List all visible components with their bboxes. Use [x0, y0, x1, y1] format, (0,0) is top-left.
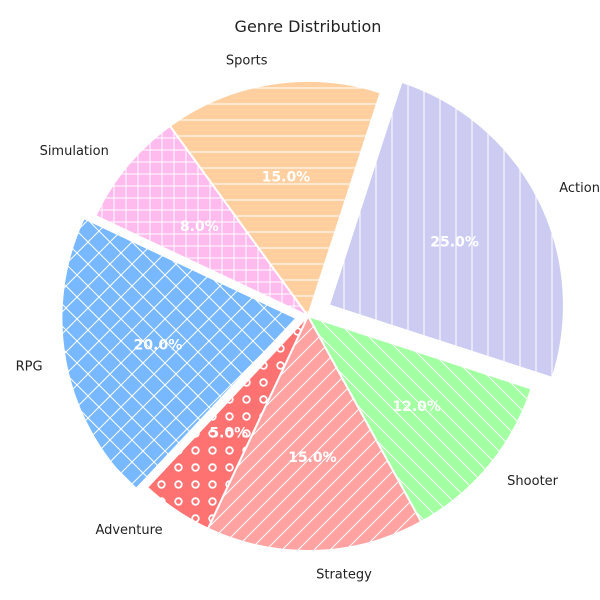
pct-label-strategy: 15.0% — [288, 450, 337, 466]
slices-layer — [60, 80, 565, 552]
slice-label-action: Action — [559, 181, 600, 196]
slice-label-shooter: Shooter — [507, 474, 558, 489]
slice-label-sports: Sports — [226, 54, 268, 69]
slice-label-rpg: RPG — [16, 360, 43, 375]
pct-label-action: 25.0% — [430, 234, 479, 250]
pie-slice-sports — [168, 80, 382, 319]
pie-slice-simulation — [94, 124, 309, 317]
pie-slice-rpg — [60, 216, 299, 491]
labels-layer: Action 25.0% Shooter 12.0% Strategy 15.0% Adve… — [16, 54, 600, 583]
slice-label-strategy: Strategy — [316, 567, 372, 582]
pct-label-shooter: 12.0% — [392, 399, 441, 415]
pie-slice-strategy — [206, 313, 423, 552]
pie-slice-adventure — [145, 315, 309, 530]
pct-label-adventure: 5.0% — [209, 426, 248, 442]
slice-label-simulation: Simulation — [40, 144, 109, 159]
pie-slice-action — [327, 80, 565, 380]
pct-label-sports: 15.0% — [262, 170, 311, 186]
slice-label-adventure: Adventure — [95, 523, 162, 538]
pct-label-simulation: 8.0% — [180, 219, 219, 235]
pct-label-rpg: 20.0% — [134, 338, 183, 354]
chart-title: Genre Distribution — [235, 17, 382, 36]
pie-slice-shooter — [305, 314, 533, 524]
